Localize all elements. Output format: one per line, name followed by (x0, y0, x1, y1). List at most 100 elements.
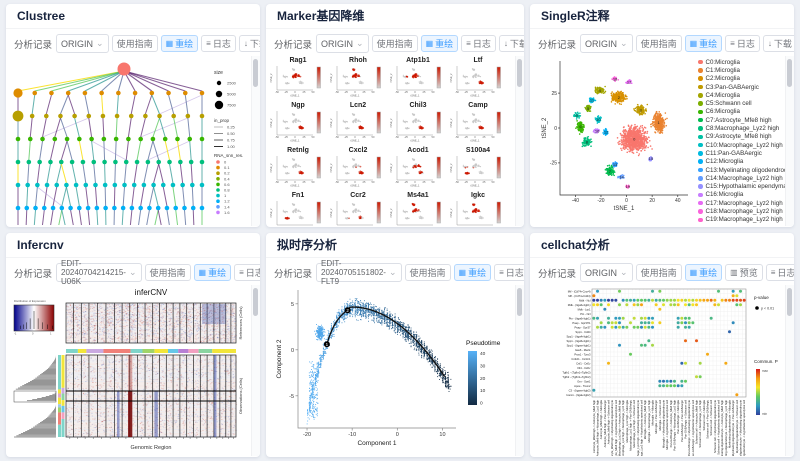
button-label: 下载 (773, 39, 792, 49)
redraw-button[interactable]: ▦ 重绘 (193, 264, 232, 281)
marker-feature-plot: Lcn2 (328, 101, 388, 146)
gene-title: Camp (468, 102, 488, 109)
gene-title: Ltf (473, 57, 483, 64)
infercnv-heatmap-canvas (6, 285, 250, 455)
marker-feature-plot: Ms4a1 (388, 191, 448, 226)
legend-dot-icon (698, 200, 703, 206)
button-label: 使用指南 (376, 39, 413, 49)
legend-item: C18:Macrophage_Lyz2 high (698, 207, 790, 215)
redraw-button[interactable]: ▦ 重绘 (684, 35, 723, 52)
scrollbar[interactable] (515, 56, 524, 226)
legend-label: C2:Microglia (705, 75, 740, 83)
gene-title: Rag1 (289, 57, 307, 64)
record-select[interactable]: ORIGIN ⌄ (56, 34, 109, 53)
log-button[interactable]: ≡ 日志 (201, 35, 236, 52)
legend-item: C5:Schwann cell (698, 99, 790, 107)
redraw-button[interactable]: ▦ 重绘 (160, 35, 199, 52)
panel-header: SingleR注释 (530, 4, 794, 29)
trajectory-plot-canvas (266, 285, 508, 456)
gene-title: Acod1 (407, 147, 429, 154)
guide-button[interactable]: 使用指南 (635, 35, 682, 52)
chart-icon: ▦ (458, 267, 467, 277)
button-group: 使用指南 ▦重绘≡日志↓下载 (633, 35, 794, 52)
legend-item: C8:Macrophage_Lyz2 high (698, 124, 790, 132)
log-button[interactable]: ≡ 日志 (494, 264, 524, 281)
button-label: 日志 (736, 39, 755, 49)
bubble-plot-canvas (530, 285, 778, 456)
marker-feature-plot: Retnlg (268, 146, 328, 191)
record-select[interactable]: EDIT-20240704214215-U06K ⌄ (56, 259, 142, 286)
log-button[interactable]: ≡ 日志 (725, 35, 760, 52)
panel-title: Marker基因降维 (277, 9, 365, 23)
marker-feature-plot: Camp (448, 101, 508, 146)
scrollbar[interactable] (785, 56, 794, 226)
record-select[interactable]: EDIT-20240705151802-FLT9 ⌄ (316, 259, 402, 286)
marker-feature-plot: Chil3 (388, 101, 448, 146)
legend-dot-icon (698, 192, 703, 198)
preview-button[interactable]: ▥ 预览 (725, 264, 763, 281)
legend-label: C4:Microglia (705, 91, 740, 99)
gene-title: Igkc (470, 192, 485, 199)
guide-button[interactable]: 使用指南 (635, 264, 682, 281)
scrollbar[interactable] (515, 285, 524, 456)
record-value: EDIT-20240704214215-U06K (61, 259, 126, 286)
marker-feature-plot: Acod1 (388, 146, 448, 191)
download-icon: ↓ (243, 38, 248, 48)
legend-item: C7:Astrocyte_Mfe8 high (698, 116, 790, 124)
record-select[interactable]: ORIGIN ⌄ (580, 34, 633, 53)
scrollbar[interactable] (251, 285, 260, 456)
log-button[interactable]: ≡ 日志 (765, 264, 794, 281)
guide-button[interactable]: 使用指南 (371, 35, 418, 52)
scrollbar-thumb[interactable] (517, 59, 522, 87)
legend-item: C12:Microglia (698, 158, 790, 166)
scrollbar-thumb[interactable] (253, 59, 258, 87)
marker-feature-plot: Cxcl2 (328, 146, 388, 191)
scrollbar[interactable] (251, 56, 260, 226)
button-label: 使用指南 (640, 39, 677, 49)
button-label: 重绘 (175, 39, 194, 49)
legend-dot-icon (698, 93, 703, 98)
redraw-button[interactable]: ▦ 重绘 (684, 264, 723, 281)
legend-item: C13:Myelinating oligodendrocyte (698, 166, 794, 174)
button-label: 重绘 (468, 268, 487, 278)
log-button[interactable]: ≡ 日志 (234, 264, 260, 281)
legend-label: C14:Macrophage_Lyz2 high (705, 174, 783, 182)
panel-header: Infercnv (6, 233, 260, 258)
log-button[interactable]: ≡ 日志 (461, 35, 496, 52)
chart-icon: ▦ (425, 38, 434, 48)
legend-dot-icon (698, 151, 703, 156)
redraw-button[interactable]: ▦ 重绘 (453, 264, 492, 281)
panel-title: cellchat分析 (541, 238, 610, 252)
panel-toolbar: 分析记录 ORIGIN⌄ 使用指南▦重绘≡日志↓下载 (530, 29, 794, 58)
panel-content (266, 285, 524, 456)
scrollbar-thumb[interactable] (787, 59, 792, 87)
redraw-button[interactable]: ▦ 重绘 (420, 35, 459, 52)
download-button[interactable]: ↓下载 (238, 35, 260, 52)
legend-label: C16:Microglia (705, 191, 744, 199)
chevron-down-icon: ⌄ (620, 38, 628, 48)
guide-button[interactable]: 使用指南 (111, 35, 158, 52)
panel-toolbar: 分析记录 ORIGIN⌄ 使用指南▦重绘▥预览≡日志↓下载 (530, 258, 794, 287)
legend-dot-icon (698, 126, 703, 131)
legend-item: C11:Pan-GABAergic (698, 149, 790, 157)
guide-button[interactable]: 使用指南 (144, 264, 191, 281)
marker-feature-plot: Igkc (448, 191, 508, 226)
chevron-down-icon: ⌄ (96, 38, 104, 48)
button-label: 使用指南 (116, 39, 153, 49)
legend-dot-icon (698, 159, 703, 164)
legend-dot-icon (698, 109, 703, 115)
scrollbar[interactable] (785, 285, 794, 456)
log-icon: ≡ (770, 267, 776, 277)
download-button[interactable]: ↓下载 (498, 35, 524, 52)
legend-item: C14:Macrophage_Lyz2 high (698, 174, 790, 182)
legend-label: C8:Macrophage_Lyz2 high (705, 125, 780, 133)
scrollbar-thumb[interactable] (517, 288, 522, 316)
record-select[interactable]: ORIGIN ⌄ (316, 34, 369, 53)
download-button[interactable]: ↓下载 (762, 35, 794, 52)
scrollbar-thumb[interactable] (787, 288, 792, 316)
guide-button[interactable]: 使用指南 (404, 264, 451, 281)
record-select[interactable]: ORIGIN ⌄ (580, 263, 633, 282)
scrollbar-thumb[interactable] (253, 288, 258, 316)
panel-content: Rag1 Rhoh Atp1b1 Ltf Ngp Lcn2 Chil3 Camp Retnlg C… (266, 56, 524, 226)
